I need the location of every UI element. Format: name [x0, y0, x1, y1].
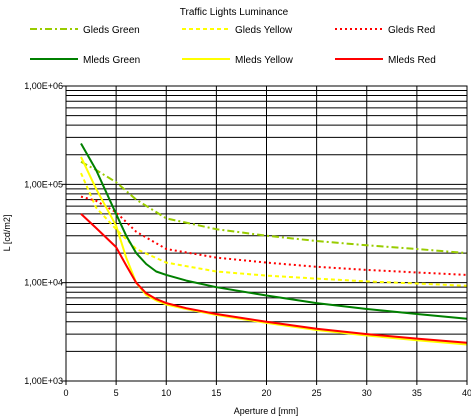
series-line-mleds-yellow	[80, 156, 468, 346]
legend-label-mleds-red: Mleds Red	[388, 55, 436, 66]
legend-label-gleds-green: Gleds Green	[83, 25, 140, 36]
y-tick-label: 1,00E+06	[24, 81, 63, 91]
legend-label-mleds-green: Mleds Green	[83, 55, 140, 66]
series-line-gleds-yellow	[80, 172, 468, 287]
grid	[65, 86, 468, 381]
legend-label-gleds-red: Gleds Red	[388, 25, 435, 36]
y-tick-label: 1,00E+03	[24, 376, 63, 386]
x-tick-label: 10	[161, 388, 171, 398]
y-tick-label: 1,00E+04	[24, 278, 63, 288]
x-tick-label: 35	[412, 388, 422, 398]
y-axis-ticks: 1,00E+03 1,00E+04 1,00E+05 1,00E+06	[24, 81, 66, 386]
x-tick-label: 20	[261, 388, 271, 398]
series-line-gleds-green	[80, 160, 468, 255]
x-tick-label: 0	[63, 388, 68, 398]
series-line-mleds-red	[80, 213, 468, 344]
x-axis-ticks: 0 5 10 15 20 25 30 35 40	[63, 381, 471, 398]
x-tick-label: 15	[211, 388, 221, 398]
x-tick-label: 25	[312, 388, 322, 398]
y-axis-label: L [cd/m2]	[2, 215, 12, 252]
x-tick-label: 30	[362, 388, 372, 398]
series-layer	[80, 143, 468, 346]
x-tick-label: 40	[462, 388, 471, 398]
legend-label-mleds-yellow: Mleds Yellow	[235, 55, 294, 66]
x-axis-label: Aperture d [mm]	[234, 406, 299, 416]
y-tick-label: 1,00E+05	[24, 179, 63, 189]
legend-label-gleds-yellow: Gleds Yellow	[235, 25, 293, 36]
series-line-gleds-red	[80, 195, 468, 276]
legend: Gleds Green Gleds Yellow Gleds Red Mleds Gr…	[30, 25, 436, 66]
chart-title: Traffic Lights Luminance	[180, 7, 289, 18]
series-line-mleds-green	[80, 143, 468, 320]
x-tick-label: 5	[114, 388, 119, 398]
